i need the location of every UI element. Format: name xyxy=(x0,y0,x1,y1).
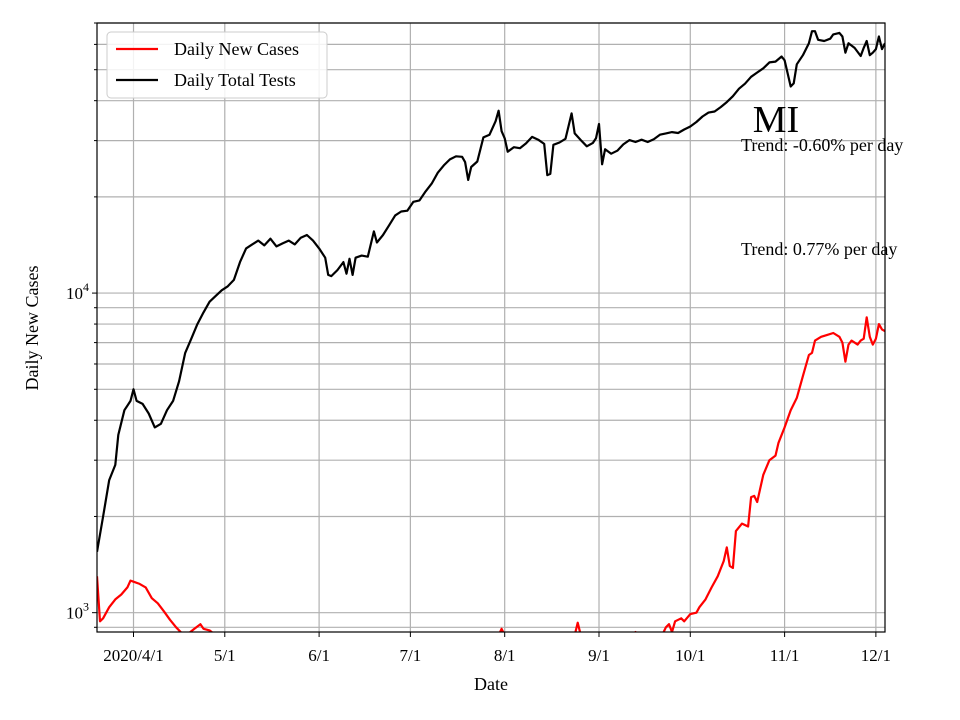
legend-label-daily-new-cases: Daily New Cases xyxy=(174,39,299,59)
x-tick-label: 10/1 xyxy=(675,646,705,665)
legend-box xyxy=(106,31,328,99)
x-axis-title: Date xyxy=(474,674,508,694)
x-tick-label: 5/1 xyxy=(214,646,236,665)
x-tick-label: 9/1 xyxy=(588,646,610,665)
y-tick-label: 103 xyxy=(66,600,89,623)
x-tick-label: 8/1 xyxy=(494,646,516,665)
series-line-daily-new-cases xyxy=(97,316,885,632)
y-axis: 103 104 xyxy=(66,22,97,628)
trend-annotation-cases: Trend: 0.77% per day xyxy=(741,239,897,259)
plot-frame xyxy=(96,22,886,633)
x-tick-label: 6/1 xyxy=(308,646,330,665)
trend-annotation-tests: Trend: -0.60% per day xyxy=(741,135,903,155)
plot-area xyxy=(97,30,885,632)
y-axis-title: Daily New Cases xyxy=(22,266,42,391)
chart-title: MI xyxy=(753,99,799,141)
series-line-daily-total-tests xyxy=(97,30,885,552)
x-tick-label: 11/1 xyxy=(770,646,800,665)
legend-label-daily-total-tests: Daily Total Tests xyxy=(174,70,296,90)
x-tick-label: 7/1 xyxy=(400,646,422,665)
y-tick-label: 104 xyxy=(66,280,89,303)
legend: Daily New Cases Daily Total Tests xyxy=(106,31,328,99)
x-tick-label: 2020/4/1 xyxy=(103,646,163,665)
x-axis: 2020/4/1 5/1 6/1 7/1 8/1 9/1 10/1 11/1 12/1 xyxy=(103,632,891,665)
x-tick-label: 12/1 xyxy=(861,646,891,665)
